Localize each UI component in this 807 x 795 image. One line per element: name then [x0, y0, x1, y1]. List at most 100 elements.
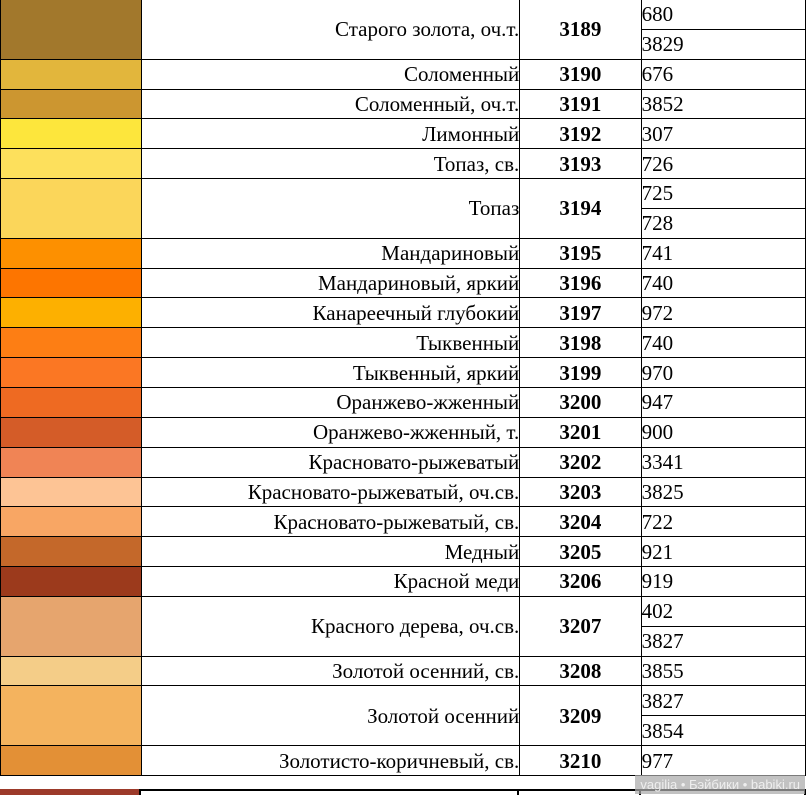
table-row: Лимонный 3192 307 [0, 118, 807, 150]
dmc-number: 977 [640, 745, 807, 776]
color-swatch [0, 476, 143, 508]
dmc-number: 741 [640, 237, 807, 269]
table-row: 3829 [1, 28, 807, 60]
color-name: Старого золота, оч.т. [141, 0, 521, 60]
color-name: Соломенный, оч.т. [141, 88, 521, 120]
color-name: Мандариновый, яркий [141, 267, 521, 299]
color-code: 3197 [519, 297, 642, 329]
table-row: Красной меди 3206 919 [0, 566, 807, 597]
table-row: Канареечный глубокий 3197 972 [0, 297, 807, 329]
color-code: 3190 [519, 58, 642, 90]
dmc-number: 900 [640, 416, 807, 448]
color-name: Красновато-рыжеватый [141, 446, 521, 478]
dmc-number: 680 [640, 0, 807, 30]
dmc-number: 972 [640, 297, 807, 329]
color-name: Золотой осенний, св. [141, 655, 521, 687]
table-row: Оранжево-жженный, т. 3201 900 [0, 416, 807, 448]
color-name: Золотой осенний [141, 685, 521, 747]
color-name: Мандариновый [141, 237, 521, 269]
color-code: 3202 [519, 446, 642, 478]
table-row: 3827 [1, 625, 807, 657]
color-swatch [0, 267, 143, 299]
dmc-number: 307 [640, 118, 807, 150]
color-name: Золотисто-коричневый, св. [141, 745, 521, 776]
table-row: Медный 3205 921 [0, 536, 807, 568]
color-code: 3196 [519, 267, 642, 299]
dmc-number: 970 [640, 357, 807, 388]
color-name: Лимонный [141, 118, 521, 150]
next-row-swatch [0, 789, 140, 795]
dmc-number: 919 [640, 566, 807, 597]
color-code: 3207 [519, 595, 642, 657]
table-row: Красновато-рыжеватый, оч.св. 3203 3825 [0, 476, 807, 508]
color-code: 3204 [519, 506, 642, 538]
dmc-number: 725 [640, 178, 807, 209]
table-row: Золотой осенний 3209 3827 [0, 685, 807, 747]
color-swatch [0, 745, 143, 776]
dmc-number: 921 [640, 536, 807, 568]
color-name: Красного дерева, оч.св. [141, 595, 521, 657]
dmc-number: 947 [640, 386, 807, 418]
color-swatch [0, 88, 143, 120]
color-swatch [0, 118, 143, 150]
table-row: Золотой осенний, св. 3208 3855 [0, 655, 807, 687]
floss-color-table: Старого золота, оч.т. 3189 680 3829 Соломенн… [0, 0, 807, 776]
dmc-number: 402 [640, 595, 807, 627]
color-code: 3189 [519, 0, 642, 60]
color-code: 3208 [519, 655, 642, 687]
color-name: Тыквенный, яркий [141, 357, 521, 388]
color-name: Тыквенный [141, 327, 521, 359]
color-code: 3194 [519, 178, 642, 239]
color-swatch [0, 536, 143, 568]
dmc-number: 3854 [640, 715, 807, 747]
color-name: Топаз [141, 178, 521, 239]
table-row: Мандариновый 3195 741 [0, 237, 807, 269]
color-swatch [0, 178, 143, 239]
table-row: Оранжево-жженный 3200 947 [0, 386, 807, 418]
table-row: 728 [1, 207, 807, 239]
color-swatch [0, 237, 143, 269]
table-row: Старого золота, оч.т. 3189 680 [0, 0, 807, 60]
color-swatch [0, 655, 143, 687]
color-name: Оранжево-жженный, т. [141, 416, 521, 448]
dmc-number: 722 [640, 506, 807, 538]
color-code: 3195 [519, 237, 642, 269]
row-divider [140, 789, 806, 791]
color-name: Красной меди [141, 566, 521, 597]
dmc-number: 726 [640, 148, 807, 180]
color-name: Канареечный глубокий [141, 297, 521, 329]
dmc-number: 3855 [640, 655, 807, 687]
color-code: 3210 [519, 745, 642, 776]
color-swatch [0, 0, 143, 60]
color-code: 3200 [519, 386, 642, 418]
dmc-number: 3852 [640, 88, 807, 120]
color-code: 3199 [519, 357, 642, 388]
color-swatch [0, 685, 143, 747]
table-row: Тыквенный 3198 740 [0, 327, 807, 359]
dmc-number: 3825 [640, 476, 807, 508]
color-swatch [0, 148, 143, 180]
color-swatch [0, 566, 143, 597]
table-row: Топаз, св. 3193 726 [0, 148, 807, 180]
color-swatch [0, 386, 143, 418]
color-code: 3209 [519, 685, 642, 747]
table-row: Тыквенный, яркий 3199 970 [0, 357, 807, 388]
color-swatch [0, 58, 143, 90]
color-name: Оранжево-жженный [141, 386, 521, 418]
color-code: 3206 [519, 566, 642, 597]
color-name: Топаз, св. [141, 148, 521, 180]
color-swatch [0, 506, 143, 538]
table-row: Соломенный, оч.т. 3191 3852 [0, 88, 807, 120]
color-code: 3198 [519, 327, 642, 359]
color-swatch [0, 297, 143, 329]
table-row: Соломенный 3190 676 [0, 58, 807, 90]
dmc-number: 3341 [640, 446, 807, 478]
color-code: 3192 [519, 118, 642, 150]
watermark: vagilia • Бэйбики • babiki.ru [635, 775, 805, 794]
dmc-number: 728 [640, 207, 807, 239]
color-name: Красновато-рыжеватый, св. [141, 506, 521, 538]
dmc-number: 3829 [640, 28, 807, 60]
color-code: 3193 [519, 148, 642, 180]
color-swatch [0, 416, 143, 448]
color-swatch [0, 595, 143, 657]
